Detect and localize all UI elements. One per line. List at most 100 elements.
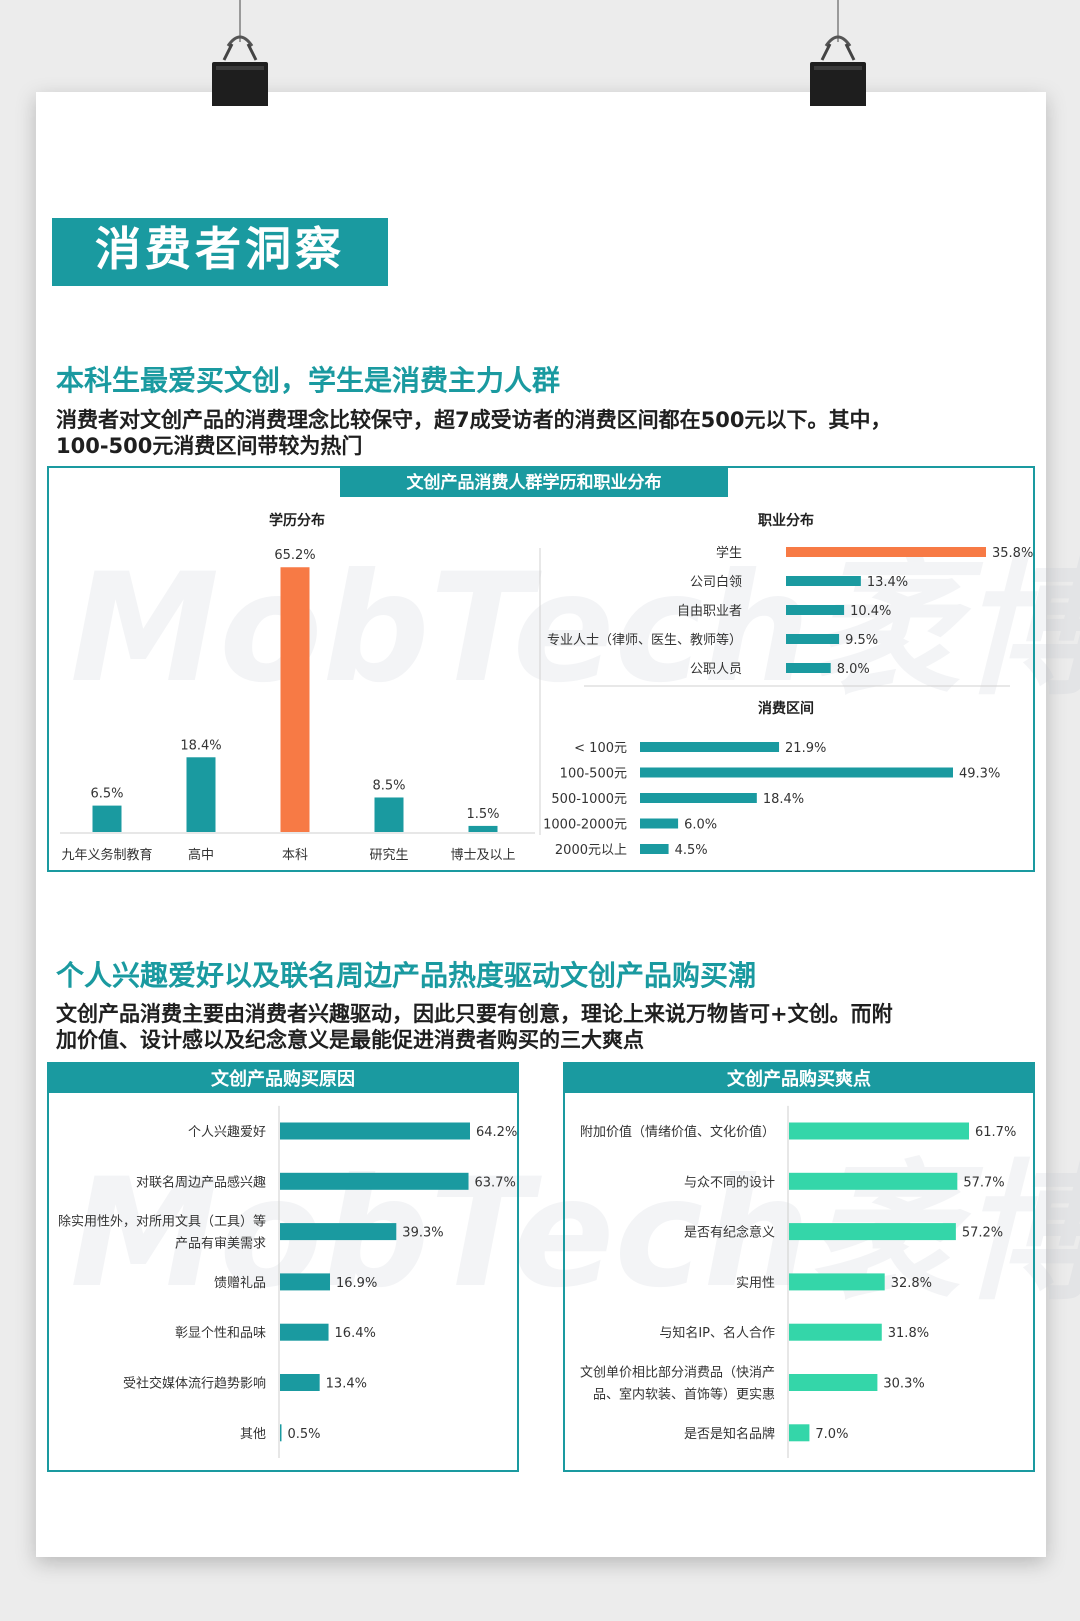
banner — [52, 218, 388, 286]
reasons-value-label-3: 16.9% — [336, 1276, 377, 1291]
occupation-value-label-2: 10.4% — [850, 604, 891, 619]
occupation-chart-title: 职业分布 — [758, 512, 814, 529]
selling-points-value-label-1: 57.7% — [963, 1175, 1004, 1190]
section1-heading: 本科生最爱买文创，学生是消费主力人群 — [56, 364, 560, 397]
education-bar-4 — [468, 825, 498, 832]
selling-points-chart: 61.7% 附加价值（情绪价值、文化价值） 57.7% 与众不同的设计 57.2% 是否有… — [580, 1105, 1016, 1458]
reasons-category-label-0: 个人兴趣爱好 — [188, 1125, 266, 1140]
selling-points-category-label-6: 是否是知名品牌 — [684, 1426, 775, 1442]
education-bar-1 — [186, 757, 216, 832]
occupation-chart: 35.8% 学生 13.4% 公司白领 10.4% 自由职业者 9.5% 专业人士（律师、医生… — [547, 545, 1033, 677]
reasons-category-label-5: 受社交媒体流行趋势影响 — [123, 1376, 266, 1392]
panel-reasons-title: 文创产品购买原因 — [211, 1068, 355, 1090]
panel-demographics-title: 文创产品消费人群学历和职业分布 — [407, 472, 662, 493]
education-value-label-4: 1.5% — [466, 807, 499, 822]
reasons-bar-4 — [280, 1323, 329, 1341]
education-bar-2 — [280, 567, 310, 832]
education-bar-3 — [374, 797, 404, 832]
spending-value-label-2: 18.4% — [763, 792, 804, 807]
spending-category-label-1: 100-500元 — [560, 767, 627, 782]
education-value-label-3: 8.5% — [372, 778, 405, 793]
education-chart-title: 学历分布 — [269, 512, 325, 529]
reasons-value-label-5: 13.4% — [326, 1377, 367, 1392]
selling-points-category-label-5-line-0: 文创单价相比部分消费品（快消产 — [580, 1366, 775, 1381]
reasons-bar-0 — [280, 1122, 470, 1140]
selling-points-value-label-6: 7.0% — [815, 1427, 848, 1442]
selling-points-value-label-5: 30.3% — [883, 1377, 924, 1392]
reasons-bar-2 — [280, 1223, 397, 1241]
spending-chart: 21.9% < 100元 49.3% 100-500元 18.4% 500-1000元 6.… — [543, 741, 1000, 858]
reasons-bar-5 — [280, 1374, 320, 1391]
spending-value-label-4: 4.5% — [675, 843, 708, 858]
spending-chart-title: 消费区间 — [758, 700, 814, 717]
selling-points-category-label-3: 实用性 — [736, 1276, 775, 1291]
occupation-category-label-0: 学生 — [716, 545, 742, 561]
education-value-label-2: 65.2% — [274, 548, 315, 563]
selling-points-bar-5 — [789, 1374, 878, 1391]
spending-category-label-4: 2000元以上 — [555, 843, 627, 858]
occupation-bar-0 — [786, 547, 986, 557]
selling-points-bar-0 — [789, 1122, 969, 1140]
selling-points-bar-6 — [789, 1424, 810, 1442]
selling-points-category-label-2: 是否有纪念意义 — [684, 1225, 775, 1241]
education-chart: 6.5% 九年义务制教育 18.4% 高中 65.2% 本科 8.5% 研究生 1.5% 博士及以… — [61, 548, 515, 863]
education-category-label-1: 高中 — [188, 847, 214, 863]
reasons-value-label-2: 39.3% — [402, 1226, 443, 1241]
education-value-label-0: 6.5% — [90, 787, 123, 802]
spending-bar-4 — [640, 844, 669, 854]
selling-points-category-label-5-line-1: 品、室内软装、首饰等）更实惠 — [593, 1387, 775, 1403]
spending-category-label-0: < 100元 — [574, 741, 627, 756]
occupation-value-label-1: 13.4% — [867, 575, 908, 590]
reasons-value-label-6: 0.5% — [287, 1427, 320, 1442]
spending-bar-2 — [640, 793, 757, 803]
reasons-category-label-1: 对联名周边产品感兴趣 — [136, 1174, 266, 1190]
occupation-bar-4 — [786, 663, 831, 673]
education-category-label-4: 博士及以上 — [450, 848, 515, 863]
reasons-bar-3 — [280, 1273, 331, 1291]
panel-selling-points-titlebar — [564, 1063, 1034, 1093]
section2-desc-line1: 文创产品消费主要由消费者兴趣驱动，因此只要有创意，理论上来说万物皆可+文创。而附 — [56, 1002, 893, 1026]
occupation-value-label-4: 8.0% — [837, 662, 870, 677]
occupation-bar-1 — [786, 576, 861, 586]
reasons-category-label-2-line-0: 除实用性外，对所用文具（工具）等 — [58, 1214, 266, 1230]
spending-value-label-0: 21.9% — [785, 741, 826, 756]
banner-title: 消费者洞察 — [95, 222, 345, 276]
selling-points-category-label-1: 与众不同的设计 — [684, 1174, 775, 1190]
reasons-bar-1 — [280, 1172, 469, 1190]
selling-points-bar-4 — [789, 1323, 882, 1341]
reasons-value-label-1: 63.7% — [475, 1175, 516, 1190]
occupation-value-label-3: 9.5% — [845, 633, 878, 648]
reasons-bar-6 — [280, 1424, 282, 1442]
reasons-category-label-3: 馈赠礼品 — [214, 1275, 266, 1291]
spending-value-label-3: 6.0% — [684, 818, 717, 833]
selling-points-bar-1 — [789, 1172, 958, 1190]
section2-desc-line2: 加价值、设计感以及纪念意义是最能促进消费者购买的三大爽点 — [55, 1028, 644, 1052]
reasons-value-label-4: 16.4% — [335, 1326, 376, 1341]
spending-bar-3 — [640, 818, 679, 829]
education-value-label-1: 18.4% — [180, 738, 221, 753]
reasons-category-label-2-line-1: 产品有审美需求 — [175, 1237, 266, 1252]
section1-desc-line1: 消费者对文创产品的消费理念比较保守，超7成受访者的消费区间都在500元以下。其中… — [56, 408, 891, 432]
selling-points-bar-3 — [789, 1273, 885, 1291]
occupation-category-label-4: 公职人员 — [690, 662, 742, 677]
occupation-category-label-2: 自由职业者 — [677, 604, 742, 619]
reasons-value-label-0: 64.2% — [476, 1125, 517, 1140]
spending-bar-0 — [640, 742, 780, 752]
spending-bar-1 — [640, 767, 953, 778]
selling-points-value-label-3: 32.8% — [891, 1276, 932, 1291]
selling-points-category-label-4: 与知名IP、名人合作 — [659, 1325, 775, 1341]
occupation-category-label-3: 专业人士（律师、医生、教师等） — [547, 632, 742, 648]
spending-category-label-2: 500-1000元 — [551, 792, 627, 807]
panel-selling-points-title: 文创产品购买爽点 — [727, 1068, 871, 1090]
education-bar-0 — [92, 805, 122, 832]
education-category-label-3: 研究生 — [369, 848, 408, 863]
selling-points-category-label-0: 附加价值（情绪价值、文化价值） — [580, 1124, 775, 1140]
reasons-category-label-6: 其他 — [240, 1427, 266, 1442]
education-category-label-2: 本科 — [282, 848, 308, 863]
education-category-label-0: 九年义务制教育 — [61, 847, 152, 863]
selling-points-value-label-2: 57.2% — [962, 1226, 1003, 1241]
occupation-bar-2 — [786, 605, 845, 615]
section1-desc-line2: 100-500元消费区间带较为热门 — [56, 434, 362, 458]
selling-points-value-label-0: 61.7% — [975, 1125, 1016, 1140]
